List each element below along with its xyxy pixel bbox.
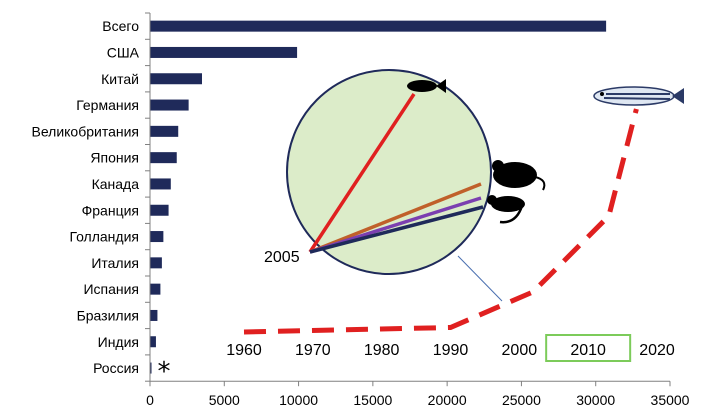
bar [150,362,152,374]
inset-year-label: 1980 [364,342,400,359]
category-label: Китай [101,71,139,87]
bar [150,152,177,164]
inset-year-label: 2000 [502,342,538,359]
bar [150,99,189,111]
category-label: США [107,44,140,60]
bars-layer: Всего США Китай Германия Великобритания Япони… [31,18,607,387]
bar [150,73,202,85]
category-label: Великобритания [31,123,139,139]
bar [150,46,298,58]
fish-icon [407,79,446,93]
circle-label: 2005 [264,249,300,266]
connector-line [457,255,503,302]
inset-year-label: 1960 [226,342,262,359]
inset-year-label: 1970 [295,342,331,359]
bar [150,125,179,137]
zebrafish-icon [593,86,684,106]
x-tick-label: 35000 [651,392,690,408]
category-label: Франция [82,202,139,218]
bar [150,178,171,190]
bar [150,20,607,32]
x-tick-label: 5000 [209,392,240,408]
rat-icon [492,160,546,191]
x-axis: 0 5000 10000 15000 20000 25000 30000 35000 [145,12,690,408]
inset-year-label: 2020 [639,342,675,359]
category-label: Россия [93,360,139,376]
x-tick-label: 25000 [502,392,541,408]
bar [150,283,161,295]
inset-year-label: 1990 [433,342,469,359]
category-label: Индия [98,334,139,350]
category-label: Германия [76,97,139,113]
bar [150,336,156,348]
category-label: Испания [83,281,139,297]
category-label: Италия [91,255,139,271]
category-label: Бразилия [77,307,139,323]
category-label: Всего [102,18,139,34]
highlight-box [545,334,632,362]
circle-ray [309,205,484,254]
x-tick-label: 20000 [428,392,467,408]
bar [150,257,162,269]
x-tick-label: 30000 [576,392,615,408]
circle-ray [309,182,482,254]
x-tick-label: 15000 [353,392,392,408]
bar [150,204,169,216]
category-label: Голландия [69,229,139,245]
mouse-icon [487,195,525,224]
circle-ray [308,93,416,253]
category-label: Канада [92,176,140,192]
circle [286,69,492,275]
bar [150,309,158,321]
x-tick-label: 10000 [279,392,318,408]
russia-marker: * [158,357,171,387]
growth-curve [243,108,639,335]
category-label: Япония [90,150,139,166]
inset-year-label: 2010 [570,342,606,359]
x-tick-label: 0 [146,392,154,408]
inset-layer: 2005 1960 1970 1980 1990 2000 2010 2020 [226,69,684,362]
bar [150,231,164,243]
